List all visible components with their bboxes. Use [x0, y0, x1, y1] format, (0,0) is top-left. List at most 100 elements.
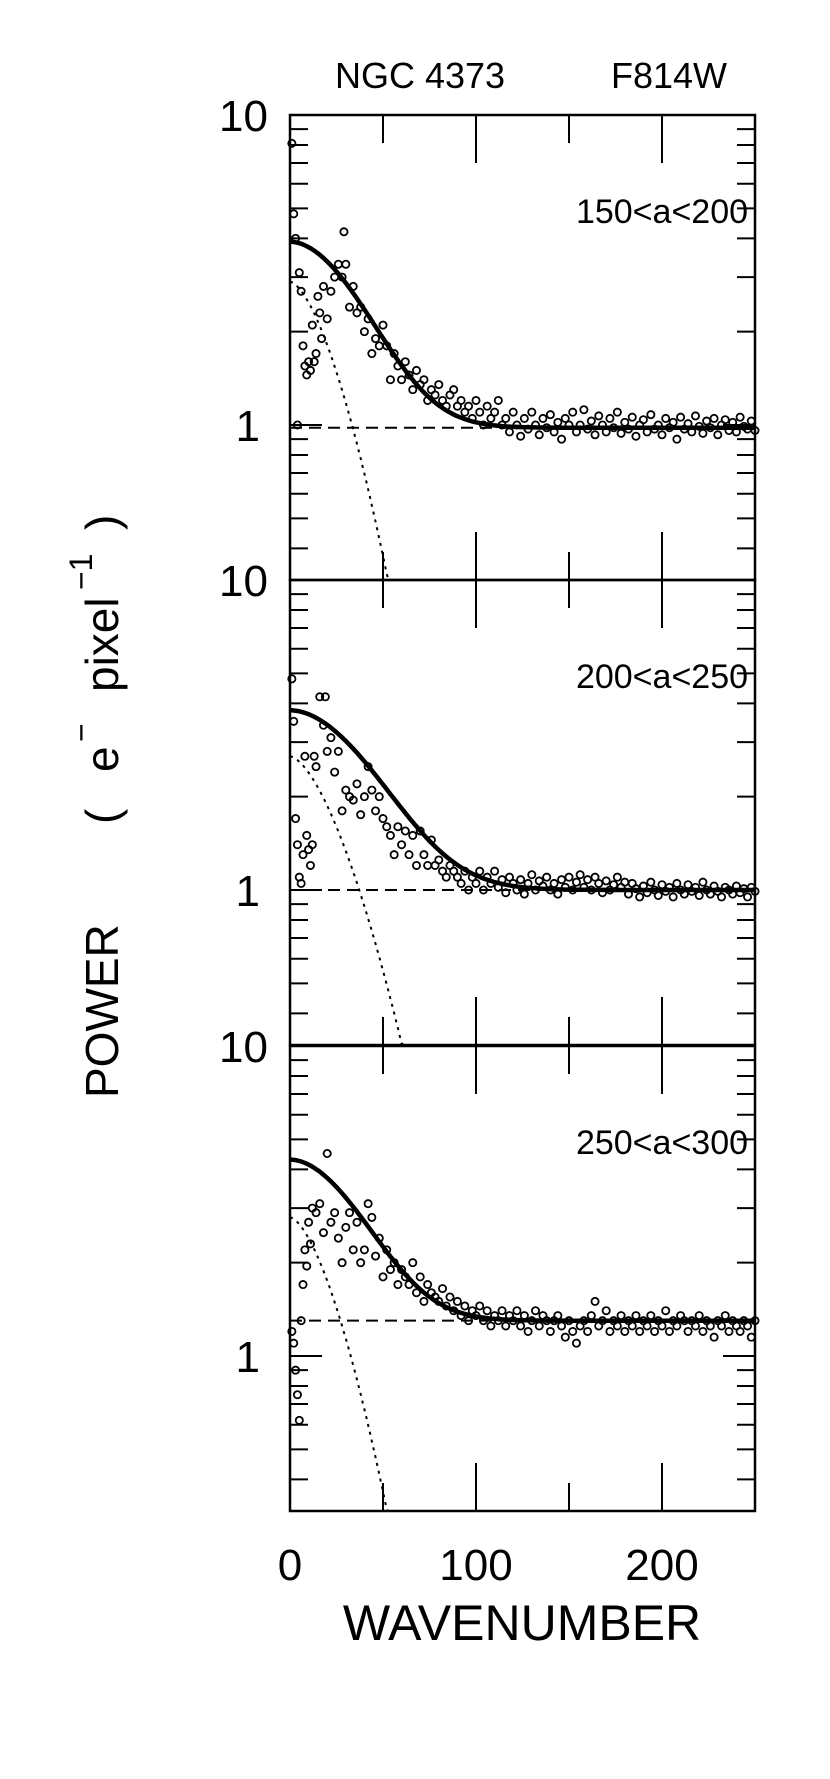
data-point — [304, 357, 314, 367]
data-point — [612, 1321, 622, 1331]
x-tick-label: 0 — [278, 1541, 302, 1590]
data-point — [367, 1212, 377, 1222]
data-point — [575, 420, 585, 430]
data-point — [631, 1311, 641, 1321]
data-point — [620, 417, 630, 427]
data-point — [720, 415, 730, 425]
data-point — [705, 1321, 715, 1331]
data-point — [616, 1311, 626, 1321]
y-label-power: POWER — [76, 924, 128, 1098]
data-point — [542, 423, 552, 433]
data-point — [519, 413, 529, 423]
y-tick-label: 1 — [236, 402, 260, 451]
data-point — [735, 1326, 745, 1336]
data-point — [374, 792, 384, 802]
data-point — [385, 1265, 395, 1275]
data-point — [289, 716, 299, 726]
data-point — [731, 427, 741, 437]
data-point — [504, 427, 514, 437]
data-point — [345, 1208, 355, 1218]
data-point — [449, 385, 459, 395]
x-tick-label: 200 — [625, 1541, 698, 1590]
data-point — [315, 692, 325, 702]
data-point — [341, 785, 351, 795]
data-point — [367, 785, 377, 795]
data-point — [657, 1321, 667, 1331]
data-point — [597, 1316, 607, 1326]
data-point — [743, 1321, 753, 1331]
data-point — [411, 1288, 421, 1298]
data-point — [298, 850, 308, 860]
data-point — [638, 415, 648, 425]
data-point — [545, 885, 555, 895]
data-point — [452, 872, 462, 882]
data-point — [294, 1415, 304, 1425]
data-point — [478, 420, 488, 430]
data-point — [534, 430, 544, 440]
data-point — [378, 320, 388, 330]
panel-frame — [288, 113, 757, 582]
data-point — [471, 395, 481, 405]
data-point — [601, 427, 611, 437]
data-point — [508, 1316, 518, 1326]
data-point — [642, 1321, 652, 1331]
data-point — [393, 822, 403, 832]
data-point — [385, 375, 395, 385]
data-point — [508, 407, 518, 417]
data-point — [318, 281, 328, 291]
data-point — [750, 886, 760, 896]
data-point — [404, 850, 414, 860]
data-point — [531, 1306, 541, 1316]
data-point — [393, 361, 403, 371]
data-point — [594, 411, 604, 421]
data-point — [374, 341, 384, 351]
data-point — [735, 412, 745, 422]
data-point — [302, 1261, 312, 1271]
data-point — [694, 1311, 704, 1321]
data-point — [653, 420, 663, 430]
x-tick-label: 100 — [439, 1541, 512, 1590]
data-point — [590, 430, 600, 440]
data-point — [475, 407, 485, 417]
data-point — [356, 1258, 366, 1268]
y-axis-label: POWER ( e − pixel −1 ) — [63, 515, 128, 1098]
data-point — [560, 882, 570, 892]
data-point — [449, 1306, 459, 1316]
data-point — [527, 1316, 537, 1326]
data-point — [292, 840, 302, 850]
data-point — [609, 423, 619, 433]
data-point — [698, 1326, 708, 1336]
data-point — [385, 830, 395, 840]
data-point — [400, 1272, 410, 1282]
data-point — [296, 878, 306, 888]
data-point — [456, 878, 466, 888]
data-point — [371, 806, 381, 816]
data-point — [694, 890, 704, 900]
data-point — [664, 1326, 674, 1336]
data-point — [605, 1326, 615, 1336]
data-point — [612, 407, 622, 417]
data-point — [545, 410, 555, 420]
y-tick-label: 10 — [219, 92, 268, 141]
data-point — [302, 830, 312, 840]
data-point — [423, 395, 433, 405]
data-point — [542, 872, 552, 882]
data-point — [564, 872, 574, 882]
data-point — [296, 286, 306, 296]
data-point — [393, 1280, 403, 1290]
data-point — [531, 420, 541, 430]
data-point — [486, 1321, 496, 1331]
data-point — [363, 314, 373, 324]
data-point — [590, 872, 600, 882]
data-point — [523, 878, 533, 888]
data-point — [309, 357, 319, 367]
data-point — [586, 1311, 596, 1321]
x-tick-labels: 0 100 200 — [278, 1541, 699, 1590]
data-point — [709, 413, 719, 423]
data-point — [668, 417, 678, 427]
data-point — [638, 881, 648, 891]
data-point — [298, 1280, 308, 1290]
data-point — [356, 302, 366, 312]
data-point — [305, 365, 315, 375]
